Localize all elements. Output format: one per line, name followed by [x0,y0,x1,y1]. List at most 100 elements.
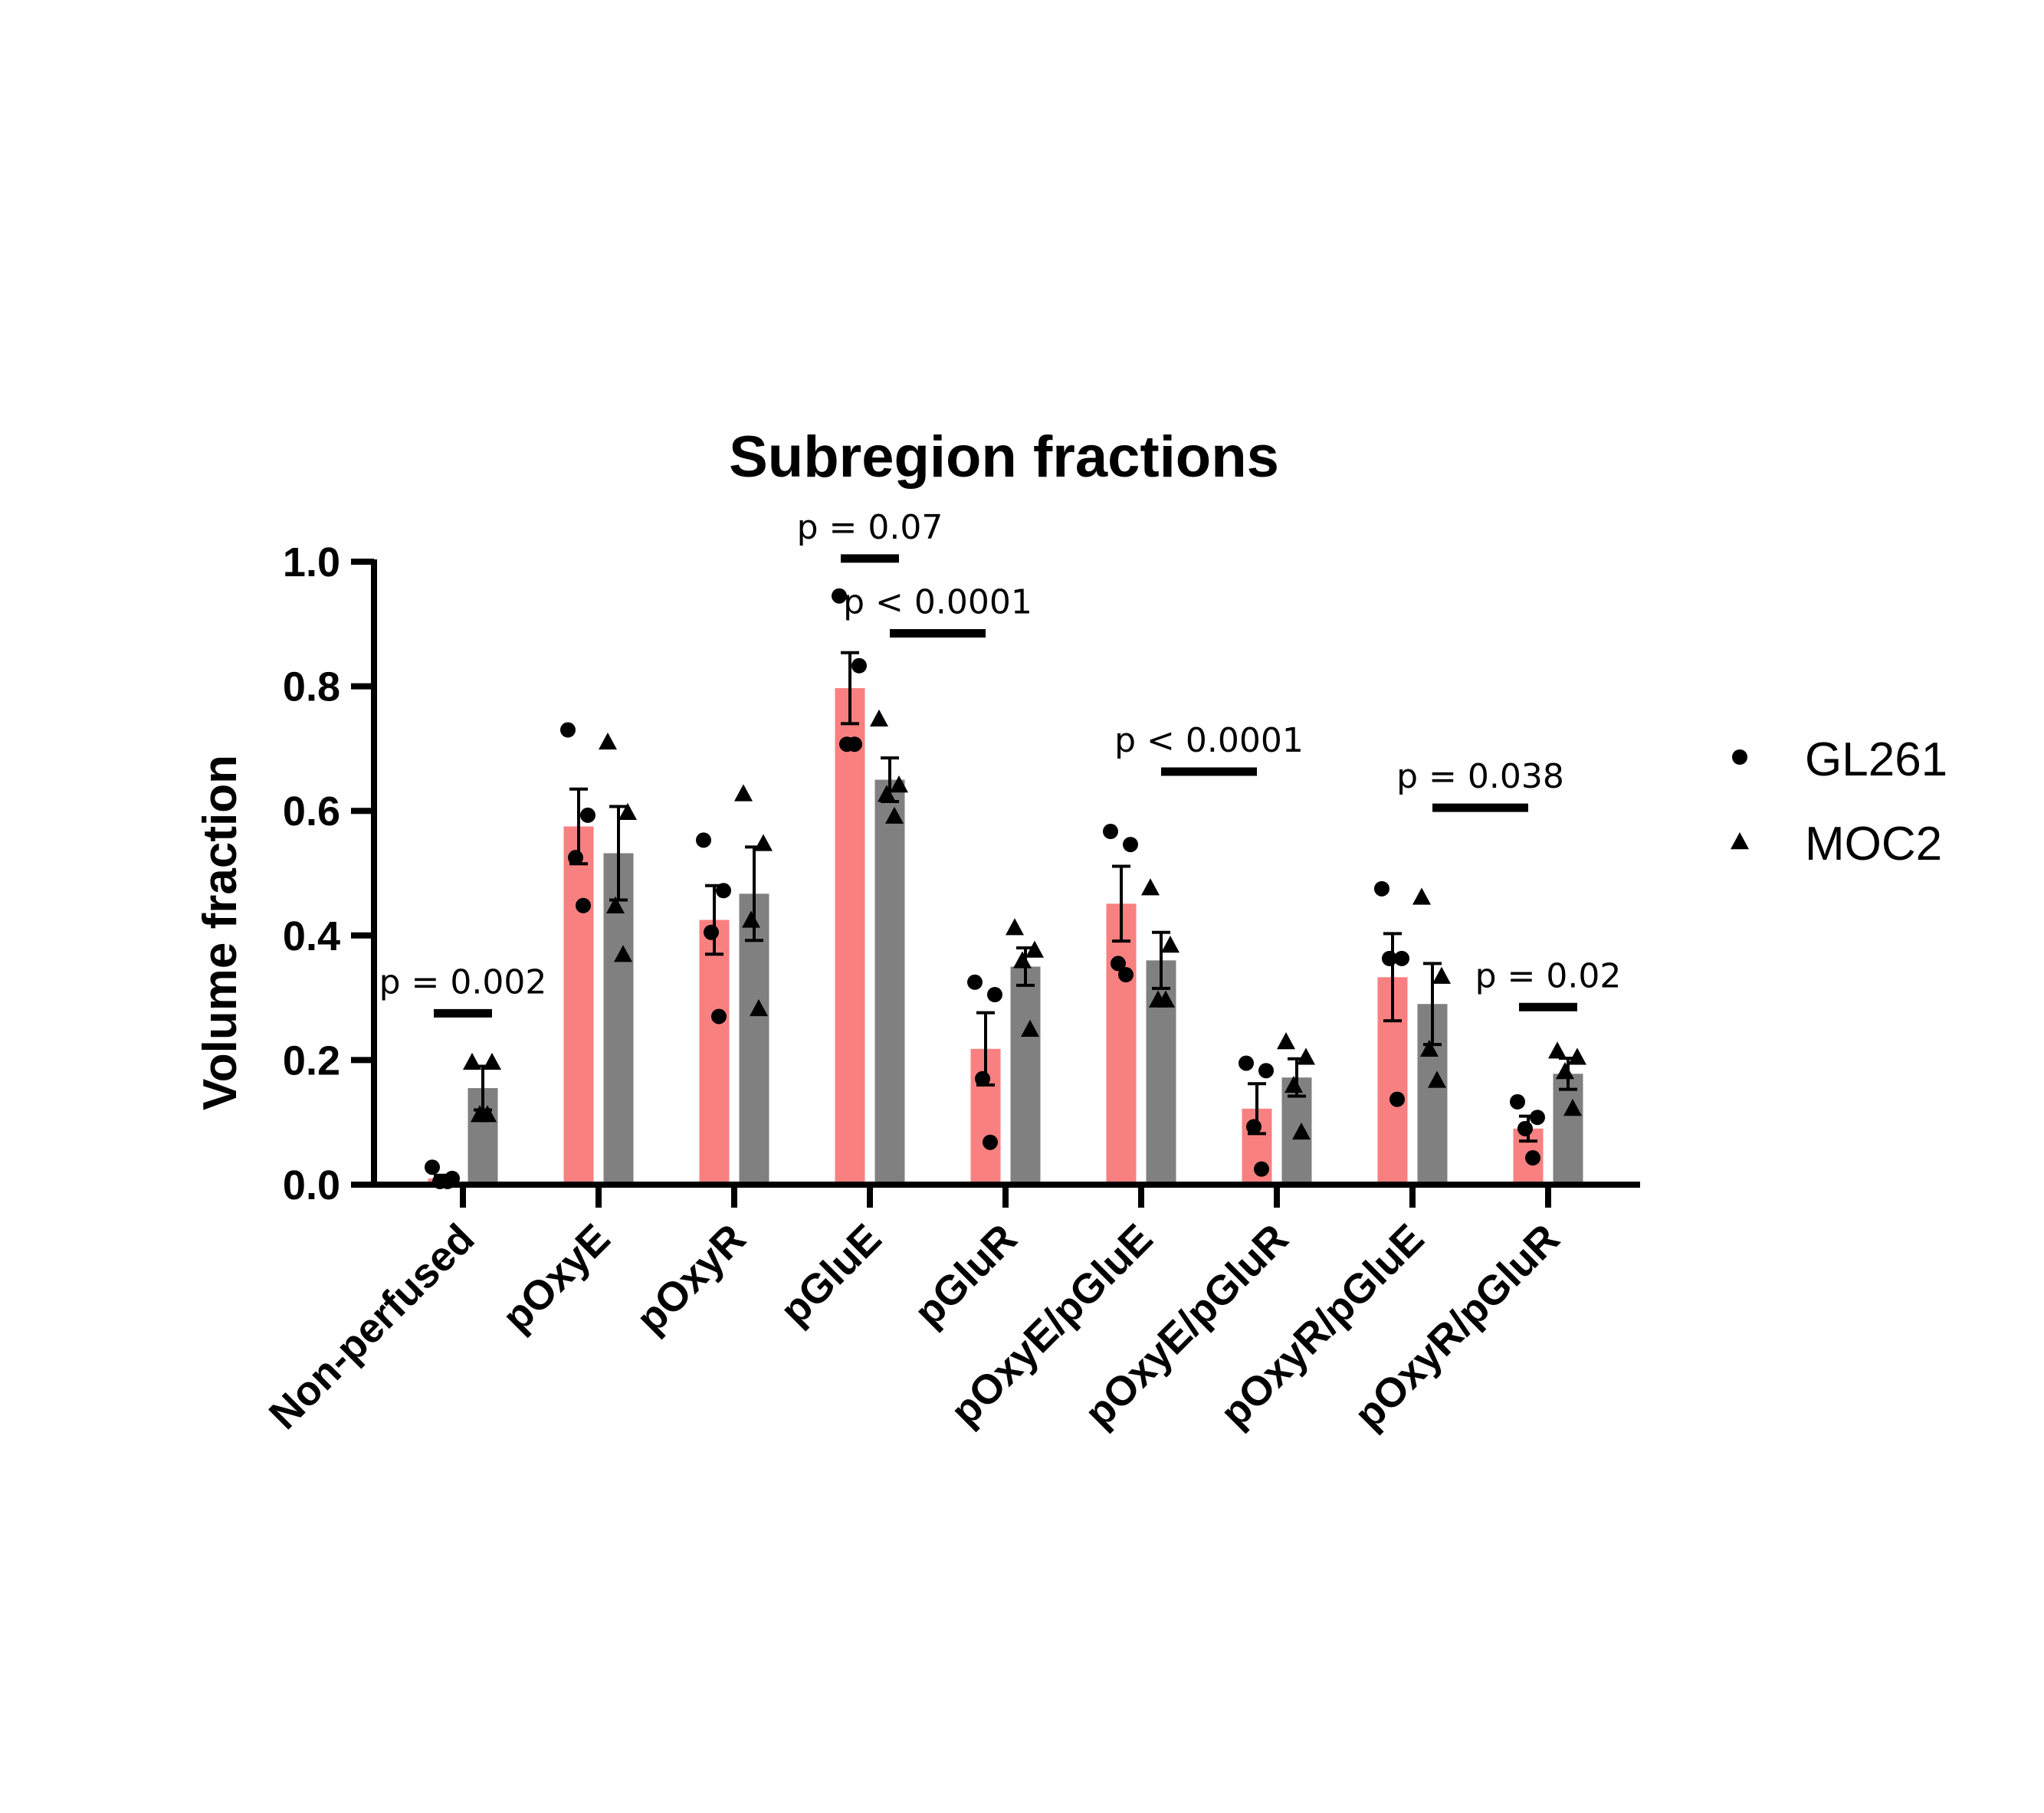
data-point-gl261 [1530,1110,1545,1126]
bar-moc2-5 [1146,960,1176,1185]
data-point-gl261 [1246,1119,1262,1135]
y-tick-label: 0.0 [283,1162,340,1208]
bar-moc2-8 [1553,1074,1583,1185]
data-point-moc2 [885,806,904,824]
data-point-gl261 [1123,837,1138,853]
annotations-layer: p = 0.002 p = 0.07 p < 0.0001 p < 0.0001 p =… [379,508,1622,1018]
data-point-gl261 [1517,1120,1533,1136]
p-value-label: p < 0.0001 [1114,721,1304,760]
chart-title: Subregion fractions [729,425,1279,490]
data-point-gl261 [1118,967,1134,983]
plot-area: 0.0 0.2 0.4 0.6 0.8 1.0 Non-perfused pOxyE pOxyR… [261,508,1640,1438]
data-point-moc2 [1013,951,1032,969]
legend-marker-gl261 [1732,749,1747,765]
data-point-gl261 [987,987,1002,1003]
data-point-moc2 [599,732,617,750]
data-point-moc2 [742,910,760,928]
data-point-moc2 [483,1052,501,1070]
points-layer [425,588,1586,1189]
data-point-moc2 [1284,1075,1303,1093]
data-point-moc2 [1548,1041,1567,1059]
data-point-gl261 [576,897,591,913]
y-tick-label: 0.4 [283,913,340,959]
data-point-moc2 [463,1052,481,1070]
data-point-moc2 [1563,1099,1582,1116]
data-point-moc2 [1568,1047,1586,1065]
data-point-gl261 [1254,1161,1269,1177]
data-point-gl261 [1389,1091,1405,1107]
p-value-label: p = 0.002 [379,962,547,1002]
data-point-moc2 [1025,940,1044,958]
data-point-moc2 [1161,935,1179,953]
data-point-moc2 [1141,878,1160,896]
data-point-moc2 [1021,1019,1039,1037]
data-point-gl261 [1103,824,1118,840]
legend-marker-moc2 [1731,832,1749,850]
data-point-moc2 [1412,887,1431,905]
x-tick-label: pOxyE [494,1215,618,1340]
x-tick-label: pGluR [906,1215,1026,1336]
y-tick-label: 0.6 [283,788,340,834]
data-point-gl261 [716,883,731,899]
data-point-gl261 [1525,1150,1540,1166]
data-point-gl261 [847,736,862,752]
bar-gl261-3 [835,688,865,1185]
data-point-moc2 [878,785,896,802]
data-point-gl261 [1111,956,1126,972]
data-point-gl261 [832,588,847,604]
data-point-moc2 [1157,990,1175,1008]
data-point-gl261 [1394,950,1409,966]
x-tick-label: Non-perfused [261,1215,484,1438]
data-point-gl261 [704,924,719,940]
bar-gl261-1 [563,826,594,1185]
data-point-moc2 [618,802,637,821]
data-point-moc2 [478,1105,497,1123]
data-point-gl261 [975,1070,990,1087]
data-point-moc2 [754,834,773,851]
data-point-gl261 [851,657,867,674]
p-value-label: p = 0.038 [1396,757,1564,796]
p-value-label: p = 0.07 [797,508,943,547]
data-point-moc2 [1297,1047,1315,1065]
data-point-gl261 [560,722,576,738]
y-axis-label: Volume fraction [194,755,247,1110]
data-point-moc2 [1432,966,1451,984]
data-point-moc2 [614,945,632,962]
data-point-gl261 [568,850,583,866]
bar-gl261-2 [699,920,730,1185]
x-tick-label: pOxyR [628,1215,755,1343]
data-point-gl261 [425,1159,440,1175]
data-point-gl261 [1258,1063,1274,1079]
y-tick-label: 0.2 [283,1038,340,1084]
legend: GL261 MOC2 [1731,733,1947,870]
data-point-moc2 [734,784,753,802]
p-value-label: p = 0.02 [1475,956,1622,995]
x-tick-label: pGluE [772,1215,891,1334]
data-point-gl261 [1239,1055,1254,1071]
bar-moc2-4 [1010,966,1041,1185]
data-point-gl261 [967,974,983,990]
data-point-gl261 [580,807,595,823]
data-point-moc2 [1006,918,1024,936]
data-point-moc2 [606,896,625,913]
data-point-gl261 [696,832,711,848]
data-point-moc2 [870,709,888,727]
data-point-moc2 [1420,1039,1439,1057]
data-point-moc2 [1292,1122,1311,1140]
bar-moc2-2 [739,893,769,1185]
bar-gl261-5 [1106,903,1137,1185]
legend-label-gl261: GL261 [1805,733,1947,786]
data-point-gl261 [1510,1093,1525,1110]
y-tick-label: 0.8 [283,664,340,710]
data-point-gl261 [983,1134,998,1150]
data-point-moc2 [1277,1032,1295,1050]
bar-moc2-3 [874,779,905,1185]
data-point-gl261 [1382,950,1397,966]
y-tick-label: 1.0 [283,539,340,585]
data-point-moc2 [1556,1062,1574,1080]
data-point-gl261 [1374,880,1389,897]
data-point-gl261 [711,1008,727,1025]
legend-label-moc2: MOC2 [1805,818,1942,870]
data-point-moc2 [890,775,908,793]
